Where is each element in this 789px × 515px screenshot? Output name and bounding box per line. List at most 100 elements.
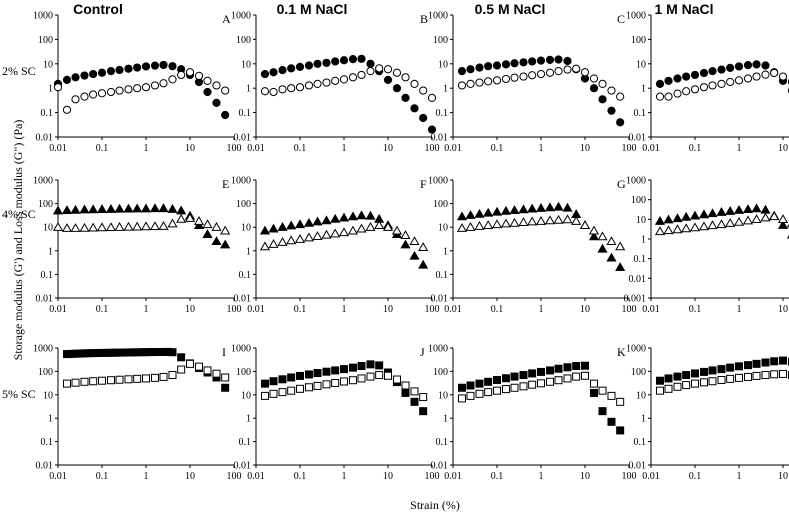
series-L-loss (655, 369, 789, 395)
y-tick-label-E-0: 0.01 (36, 294, 54, 305)
point-L-0-6 (708, 366, 717, 375)
point-J-0-8 (331, 366, 340, 375)
series-G-storage (456, 201, 626, 271)
point-B-1-9 (339, 75, 349, 84)
x-tick-label-B-1: 0.1 (294, 143, 307, 154)
point-L-1-8 (726, 374, 735, 383)
x-tick-label-J-0: 0.01 (247, 471, 265, 482)
y-tick-label-J-0: 0.01 (234, 461, 252, 472)
point-F-0-6 (312, 216, 323, 226)
point-E-0-19 (220, 239, 231, 249)
point-J-1-11 (357, 374, 366, 383)
x-tick-label-K-2: 1 (539, 471, 544, 482)
point-L-0-8 (726, 363, 735, 372)
x-tick-label-E-4: 100 (227, 304, 242, 315)
point-E-1-13 (167, 218, 178, 228)
series-H-storage (654, 203, 789, 239)
x-tick-label-J-1: 0.1 (294, 471, 307, 482)
point-B-1-10 (348, 73, 358, 82)
point-L-0-11 (752, 359, 761, 368)
x-tick-label-F-3: 10 (383, 304, 393, 315)
point-K-1-13 (572, 372, 581, 381)
point-D-0-0 (655, 79, 665, 89)
point-B-0-12 (366, 59, 375, 68)
point-E-0-2 (70, 204, 81, 214)
point-J-0-11 (357, 362, 366, 371)
point-H-1-12 (760, 212, 771, 222)
point-G-1-12 (562, 214, 573, 224)
y-tick-label-J-2: 1 (246, 414, 251, 425)
point-K-0-1 (466, 381, 475, 390)
point-J-1-8 (331, 378, 340, 387)
point-H-0-3 (681, 211, 692, 221)
point-H-0-1 (663, 214, 674, 224)
point-E-1-4 (88, 222, 99, 232)
point-D-1-1 (664, 92, 673, 101)
panel-C: 0.01 0.1 1 10 100 1000 0.01 0.1 1 10 100 C (428, 11, 637, 155)
point-I-0-30 (221, 383, 230, 392)
point-E-0-3 (79, 204, 90, 214)
point-H-1-4 (689, 222, 701, 232)
point-D-1-9 (734, 76, 744, 85)
y-tick-label-D-2: 1 (641, 84, 646, 95)
point-D-1-6 (708, 81, 717, 90)
panel-I: 0.01 0.1 1 10 100 1000 0.01 0.1 1 10 100 I (33, 344, 242, 483)
point-J-0-17 (410, 397, 419, 406)
panel-letter-F: F (420, 177, 427, 191)
y-tick-label-K-0: 0.01 (431, 461, 449, 472)
point-C-0-18 (616, 118, 625, 127)
point-I-1-10 (150, 373, 159, 382)
row-label-2: 5% SC (2, 387, 36, 401)
point-J-0-16 (401, 388, 410, 397)
y-tick-label-L-0: 0.01 (629, 461, 647, 472)
point-H-0-2 (672, 213, 683, 223)
y-tick-label-D-4: 100 (631, 35, 646, 46)
x-tick-label-B-3: 10 (383, 143, 393, 154)
point-H-0-8 (725, 205, 736, 215)
point-G-0-6 (509, 205, 520, 214)
point-J-1-6 (313, 381, 322, 390)
point-A-1-9 (133, 84, 142, 93)
point-K-0-7 (519, 371, 528, 380)
point-B-0-18 (419, 113, 428, 123)
y-tick-label-J-4: 100 (236, 367, 251, 378)
y-tick-label-L-3: 10 (636, 390, 646, 401)
point-I-0-24 (168, 348, 177, 357)
point-F-0-4 (294, 219, 306, 229)
series-H-loss (654, 211, 789, 236)
panel-J: 0.01 0.1 1 10 100 1000 0.01 0.1 1 10 100 J (231, 344, 440, 483)
x-tick-label-G-3: 10 (580, 304, 590, 315)
point-A-1-10 (141, 83, 151, 92)
point-E-1-9 (132, 221, 143, 231)
point-E-0-4 (88, 204, 99, 214)
point-E-1-10 (140, 221, 152, 231)
y-tick-label-G-1: 0.1 (436, 270, 449, 281)
point-G-0-0 (456, 211, 468, 221)
point-B-0-2 (278, 66, 287, 75)
point-G-0-1 (465, 210, 476, 219)
point-F-0-3 (286, 220, 297, 230)
x-tick-label-I-4: 100 (227, 471, 242, 482)
point-A-1-19 (221, 86, 230, 95)
panel-letter-I: I (222, 345, 226, 359)
point-J-1-15 (392, 375, 401, 384)
point-A-1-17 (203, 76, 212, 85)
point-L-1-9 (735, 373, 743, 382)
point-B-0-5 (304, 61, 314, 70)
point-L-1-5 (699, 378, 708, 387)
column-header-3: 1 M NaCl (654, 1, 713, 17)
y-tick-label-E-1: 0.1 (41, 270, 54, 281)
point-K-1-11 (554, 376, 563, 385)
point-D-1-0 (655, 92, 665, 101)
point-I-1-14 (186, 359, 194, 368)
x-axis-label: Strain (%) (410, 498, 460, 512)
point-A-1-15 (185, 68, 195, 77)
point-D-0-6 (708, 67, 717, 76)
point-L-0-5 (699, 367, 708, 376)
point-J-0-6 (313, 369, 322, 378)
point-G-0-15 (588, 231, 600, 241)
point-I-1-12 (168, 371, 177, 380)
point-G-1-5 (500, 218, 512, 228)
point-E-0-8 (123, 203, 134, 213)
